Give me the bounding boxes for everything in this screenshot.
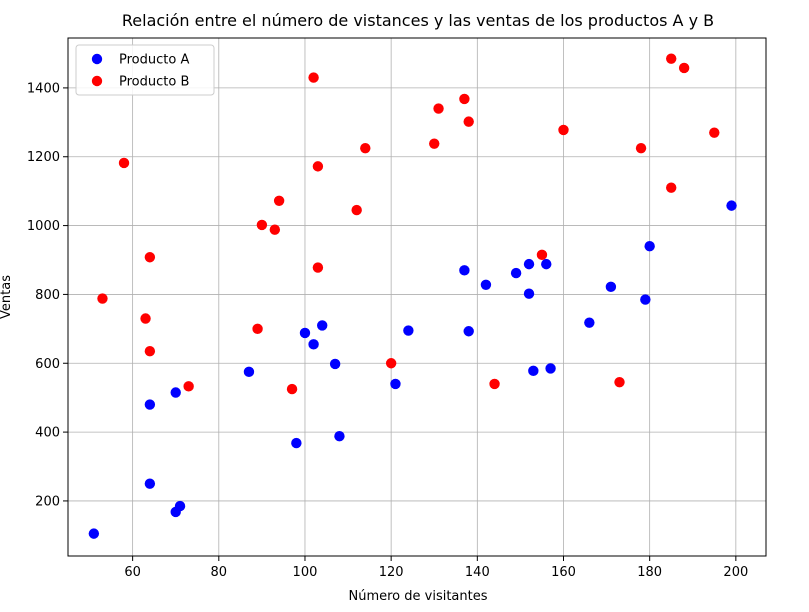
legend-box <box>75 44 215 96</box>
data-point-b <box>97 293 108 304</box>
data-point-b <box>558 124 569 136</box>
data-point-a <box>329 358 341 370</box>
x-tick-label: 100 <box>293 565 318 580</box>
data-point-b <box>463 116 474 127</box>
data-point-b <box>433 103 444 114</box>
data-point-b <box>256 219 268 231</box>
data-point-a <box>644 241 655 252</box>
x-axis-label: Número de visitantes <box>348 589 487 604</box>
data-point-a <box>170 387 181 398</box>
y-tick-label: 200 <box>35 494 60 509</box>
data-point-b <box>489 378 500 390</box>
data-point-a <box>403 325 414 336</box>
data-point-b <box>286 383 298 395</box>
data-point-a <box>510 267 522 279</box>
data-point-b <box>312 161 324 172</box>
y-tick-label: 1000 <box>27 219 60 234</box>
data-point-a <box>463 326 474 337</box>
legend-marker <box>91 53 103 65</box>
legend-label: Producto B <box>119 75 189 90</box>
y-tick-label: 800 <box>35 288 60 303</box>
data-point-b <box>614 376 625 388</box>
data-point-b <box>140 313 151 324</box>
data-point-b <box>183 381 194 392</box>
data-points <box>88 53 737 539</box>
data-point-b <box>666 53 677 64</box>
y-tick-label: 400 <box>35 426 60 441</box>
data-point-b <box>308 72 319 83</box>
data-point-a <box>726 200 737 211</box>
data-point-a <box>243 366 255 378</box>
data-point-a <box>390 378 401 390</box>
y-tick-label: 1200 <box>27 150 60 165</box>
data-point-a <box>523 288 535 299</box>
plot-frame <box>67 37 767 557</box>
data-point-b <box>118 157 130 169</box>
data-point-b <box>312 262 324 273</box>
data-point-b <box>459 93 470 105</box>
data-point-a <box>640 294 651 305</box>
y-tick-label: 1400 <box>27 81 60 96</box>
data-point-a <box>528 365 539 377</box>
data-point-b <box>385 358 397 369</box>
x-tick-label: 180 <box>637 565 662 580</box>
data-point-b <box>273 195 285 206</box>
legend-marker <box>91 75 103 87</box>
y-tick-label: 600 <box>35 357 60 372</box>
data-point-b <box>635 142 647 154</box>
x-tick-label: 120 <box>379 565 404 580</box>
data-point-a <box>299 327 311 339</box>
data-point-b <box>144 252 156 263</box>
data-point-a <box>605 281 617 293</box>
data-point-b <box>252 323 263 335</box>
data-point-a <box>144 478 156 489</box>
data-point-a <box>291 437 302 449</box>
x-tick-label: 200 <box>723 565 748 580</box>
data-point-b <box>360 142 371 154</box>
data-point-b <box>536 249 548 261</box>
data-point-a <box>144 399 156 410</box>
data-point-a <box>174 500 186 512</box>
legend: Producto A Producto B <box>75 44 215 96</box>
data-point-a <box>334 431 345 442</box>
axis-ticks: 60 80 100 120 140 160 180 200 200 400 600 800 1000 12… <box>27 81 748 580</box>
data-point-b <box>709 127 720 138</box>
data-point-a <box>459 265 470 276</box>
grid <box>68 38 766 556</box>
legend-label: Producto A <box>119 53 189 68</box>
x-tick-label: 60 <box>124 565 141 580</box>
data-point-a <box>317 320 328 331</box>
data-point-a <box>88 528 100 539</box>
data-point-a <box>541 258 552 270</box>
data-point-b <box>666 182 677 193</box>
data-point-b <box>144 346 156 357</box>
data-point-b <box>429 138 440 149</box>
data-point-a <box>584 317 595 328</box>
data-point-a <box>308 339 319 350</box>
x-tick-label: 80 <box>211 565 228 580</box>
data-point-b <box>269 224 281 235</box>
y-axis-label: Ventas <box>0 275 14 319</box>
data-point-b <box>678 62 690 74</box>
data-point-a <box>545 363 556 374</box>
data-point-a <box>523 258 535 270</box>
data-point-b <box>351 204 362 216</box>
chart-title: Relación entre el número de vistances y … <box>122 11 714 30</box>
x-tick-label: 140 <box>465 565 490 580</box>
x-tick-label: 160 <box>551 565 576 580</box>
data-point-a <box>480 279 492 290</box>
